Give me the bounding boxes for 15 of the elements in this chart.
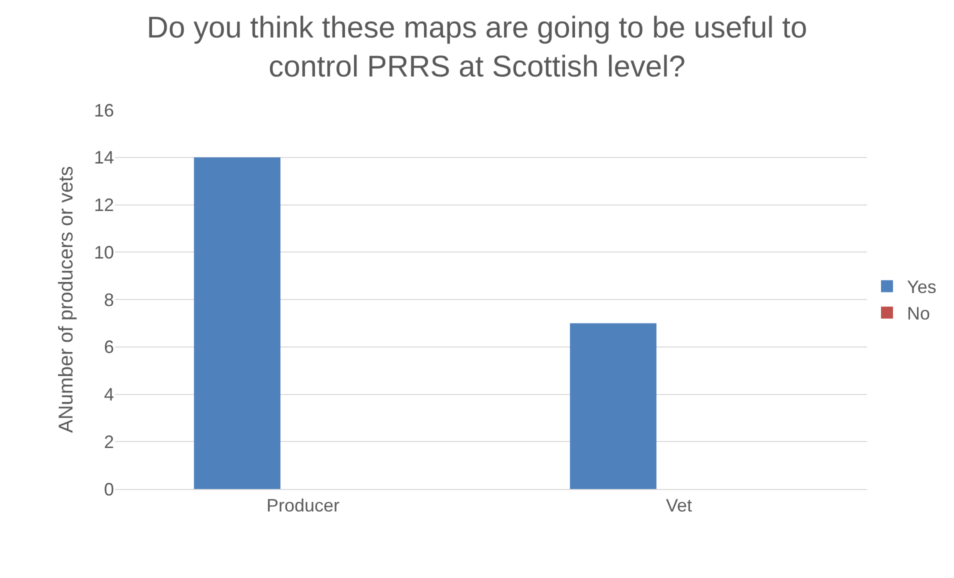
legend-label: Yes bbox=[907, 277, 936, 298]
y-tick-label: 6 bbox=[104, 337, 114, 358]
legend-label: No bbox=[907, 304, 930, 324]
y-tick-label: 14 bbox=[94, 148, 114, 168]
chart-title: Do you think these maps are going to be useful to control PRRS at Scottish level? bbox=[146, 12, 808, 84]
y-axis-title: ANumber of producers or vets bbox=[55, 166, 78, 433]
y-tick-label: 0 bbox=[104, 479, 114, 500]
y-tick-label: 12 bbox=[94, 195, 114, 216]
x-tick-label: Vet bbox=[666, 496, 692, 516]
y-tick-label: 16 bbox=[94, 100, 114, 120]
y-tick-label: 8 bbox=[104, 290, 114, 310]
y-tick-label: 10 bbox=[94, 242, 114, 262]
y-tick-label: 4 bbox=[104, 384, 114, 405]
x-tick-label: Producer bbox=[266, 496, 340, 516]
y-tick-label: 2 bbox=[104, 432, 114, 452]
